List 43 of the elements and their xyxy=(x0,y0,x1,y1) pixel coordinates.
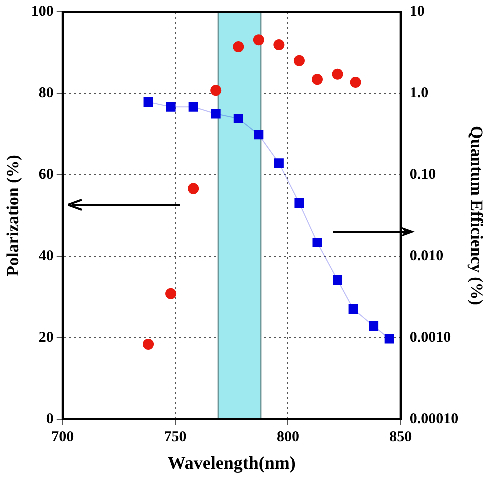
point xyxy=(384,334,394,344)
point xyxy=(254,130,264,140)
point xyxy=(350,76,362,88)
x-axis-title: Wavelength(nm) xyxy=(168,452,296,473)
y-tick-label: 60 xyxy=(38,166,54,183)
y-tick-label: 100 xyxy=(31,4,54,20)
point xyxy=(312,74,323,86)
point xyxy=(211,109,221,119)
y-tick-label: 80 xyxy=(38,85,54,102)
y-tick-label: 40 xyxy=(38,248,54,264)
point xyxy=(234,114,244,124)
y-axis-title: Polarization (%) xyxy=(4,155,23,276)
y-tick-label: 20 xyxy=(38,330,54,346)
y2-tick-label: 0.00010 xyxy=(410,411,459,428)
point xyxy=(294,198,304,208)
point xyxy=(333,276,343,286)
x-tick-label: 800 xyxy=(276,429,300,446)
point xyxy=(188,102,198,112)
point xyxy=(332,68,344,80)
point xyxy=(369,322,379,332)
point xyxy=(233,42,244,53)
y2-tick-label: 0.010 xyxy=(410,248,444,264)
point xyxy=(253,34,264,46)
x-tick-label: 850 xyxy=(390,429,412,446)
point xyxy=(312,238,322,248)
y2-tick-label: 10 xyxy=(410,4,425,20)
point xyxy=(348,304,358,314)
y2-tick-label: 0.10 xyxy=(410,166,436,183)
point xyxy=(274,40,285,50)
point xyxy=(144,98,154,108)
point xyxy=(166,102,176,112)
x-tick-label: 750 xyxy=(164,429,187,446)
point xyxy=(274,158,284,168)
y2-tick-label: 1.0 xyxy=(410,85,429,102)
point xyxy=(143,338,154,350)
x-tick-label: 700 xyxy=(52,429,74,446)
point xyxy=(294,55,305,66)
point xyxy=(188,183,200,194)
y2-axis-title: Quantum Efficiency (%) xyxy=(467,126,486,306)
point xyxy=(210,85,222,96)
y-tick-label: 0 xyxy=(46,411,54,428)
y2-tick-label: 0.0010 xyxy=(410,330,452,346)
point xyxy=(166,288,177,300)
